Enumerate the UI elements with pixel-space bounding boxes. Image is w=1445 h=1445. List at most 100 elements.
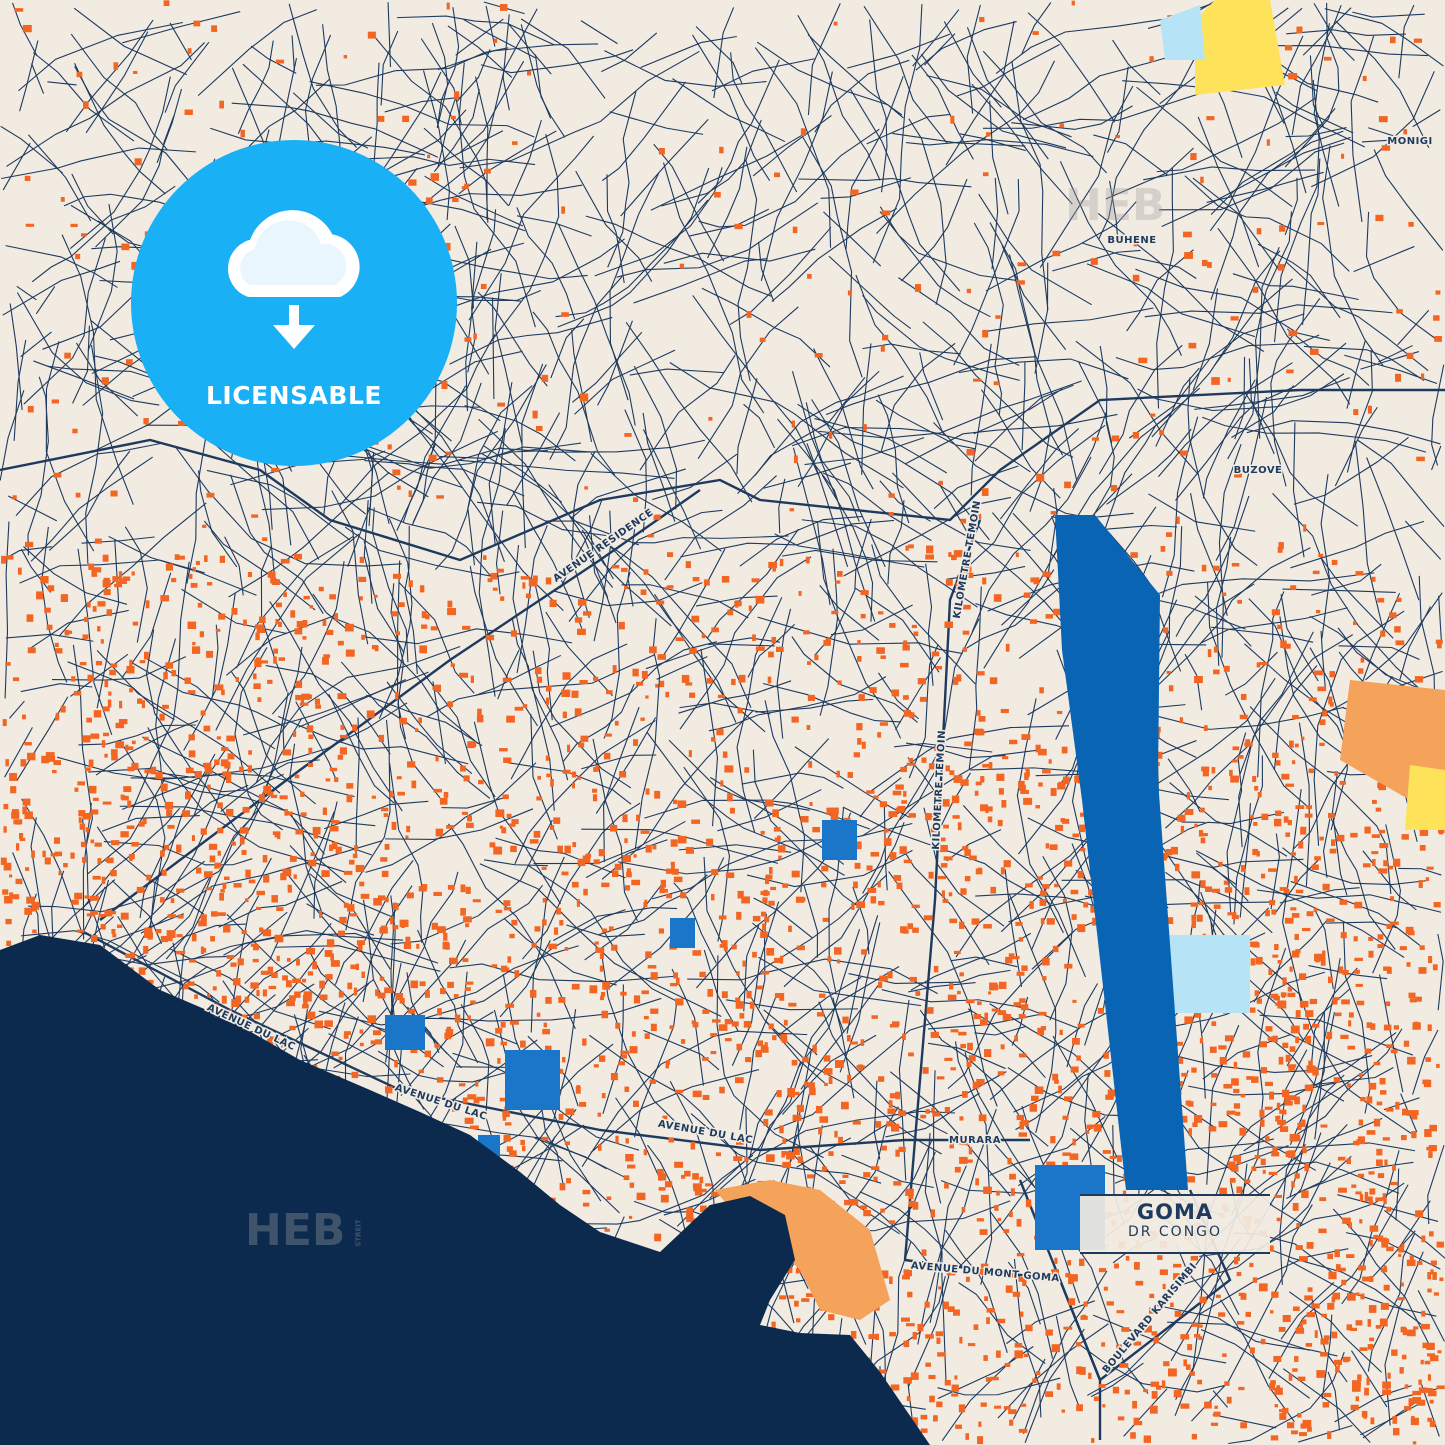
building — [1050, 788, 1057, 796]
road — [958, 358, 1129, 380]
building — [998, 788, 1004, 795]
building — [221, 689, 225, 696]
building — [748, 605, 752, 612]
building — [241, 1014, 248, 1023]
building — [604, 1228, 610, 1232]
road — [1321, 559, 1394, 639]
building — [1364, 1387, 1369, 1396]
building — [1327, 1302, 1335, 1310]
road — [663, 248, 816, 264]
building — [224, 876, 230, 881]
building — [217, 802, 223, 809]
building — [880, 345, 885, 352]
road — [737, 160, 758, 382]
building — [24, 867, 30, 871]
building — [1355, 571, 1364, 576]
building — [1303, 1023, 1309, 1030]
building — [258, 794, 265, 803]
building — [982, 329, 989, 338]
building — [326, 939, 335, 948]
building — [764, 1109, 773, 1116]
building — [391, 821, 397, 830]
building — [271, 972, 278, 979]
building — [1336, 834, 1345, 842]
road — [692, 295, 820, 476]
building — [1009, 1419, 1014, 1426]
road — [662, 548, 726, 656]
building — [358, 576, 367, 583]
road — [846, 915, 879, 1034]
building — [1396, 309, 1403, 314]
building — [1107, 1089, 1116, 1097]
road — [771, 207, 898, 302]
road — [99, 489, 701, 921]
building — [1381, 1242, 1389, 1248]
building — [1025, 883, 1033, 888]
building — [507, 956, 512, 963]
road — [169, 947, 331, 1030]
building — [418, 717, 422, 724]
building — [908, 813, 916, 818]
building — [1291, 913, 1300, 918]
building — [396, 776, 402, 780]
building — [1002, 1014, 1012, 1021]
road — [1214, 278, 1293, 366]
building — [1211, 1073, 1218, 1078]
building — [1173, 1263, 1182, 1268]
building — [1435, 639, 1443, 644]
building — [561, 312, 569, 317]
road — [928, 1042, 1006, 1070]
road — [978, 193, 1092, 306]
building — [1399, 1367, 1404, 1374]
road — [516, 215, 592, 237]
building — [1322, 710, 1328, 717]
building — [660, 1194, 669, 1203]
building — [900, 926, 908, 934]
building — [1317, 686, 1327, 692]
road — [1335, 20, 1430, 148]
building — [1321, 1313, 1327, 1318]
building — [303, 991, 313, 996]
road — [1331, 772, 1348, 896]
building — [875, 1333, 880, 1340]
building — [1061, 818, 1070, 824]
building — [1116, 1344, 1122, 1350]
building — [1020, 1120, 1029, 1126]
building — [1425, 1387, 1433, 1393]
building — [392, 573, 402, 579]
building — [1347, 1045, 1356, 1050]
building — [710, 1033, 718, 1037]
building — [1420, 1359, 1424, 1365]
road — [983, 307, 1154, 333]
building — [1425, 877, 1430, 882]
road — [85, 31, 149, 134]
building — [857, 640, 861, 645]
building — [724, 1018, 732, 1025]
road — [215, 533, 360, 731]
building — [846, 1035, 851, 1042]
building — [1355, 1396, 1359, 1402]
building — [464, 1117, 474, 1124]
road — [31, 185, 176, 283]
building — [915, 991, 921, 996]
building — [1291, 1181, 1295, 1188]
building — [1250, 958, 1256, 966]
building — [70, 852, 75, 859]
building — [545, 577, 552, 585]
building — [1388, 612, 1397, 619]
building — [331, 841, 338, 850]
building — [1364, 1191, 1369, 1200]
licensable-badge[interactable]: LICENSABLE — [131, 140, 457, 466]
building — [1194, 675, 1203, 684]
road — [550, 318, 585, 379]
building — [1368, 1082, 1377, 1090]
road — [1292, 422, 1305, 558]
building — [598, 849, 605, 857]
building — [691, 819, 701, 824]
building — [565, 1108, 575, 1115]
building — [735, 997, 741, 1003]
building — [287, 885, 291, 889]
building — [319, 910, 323, 918]
